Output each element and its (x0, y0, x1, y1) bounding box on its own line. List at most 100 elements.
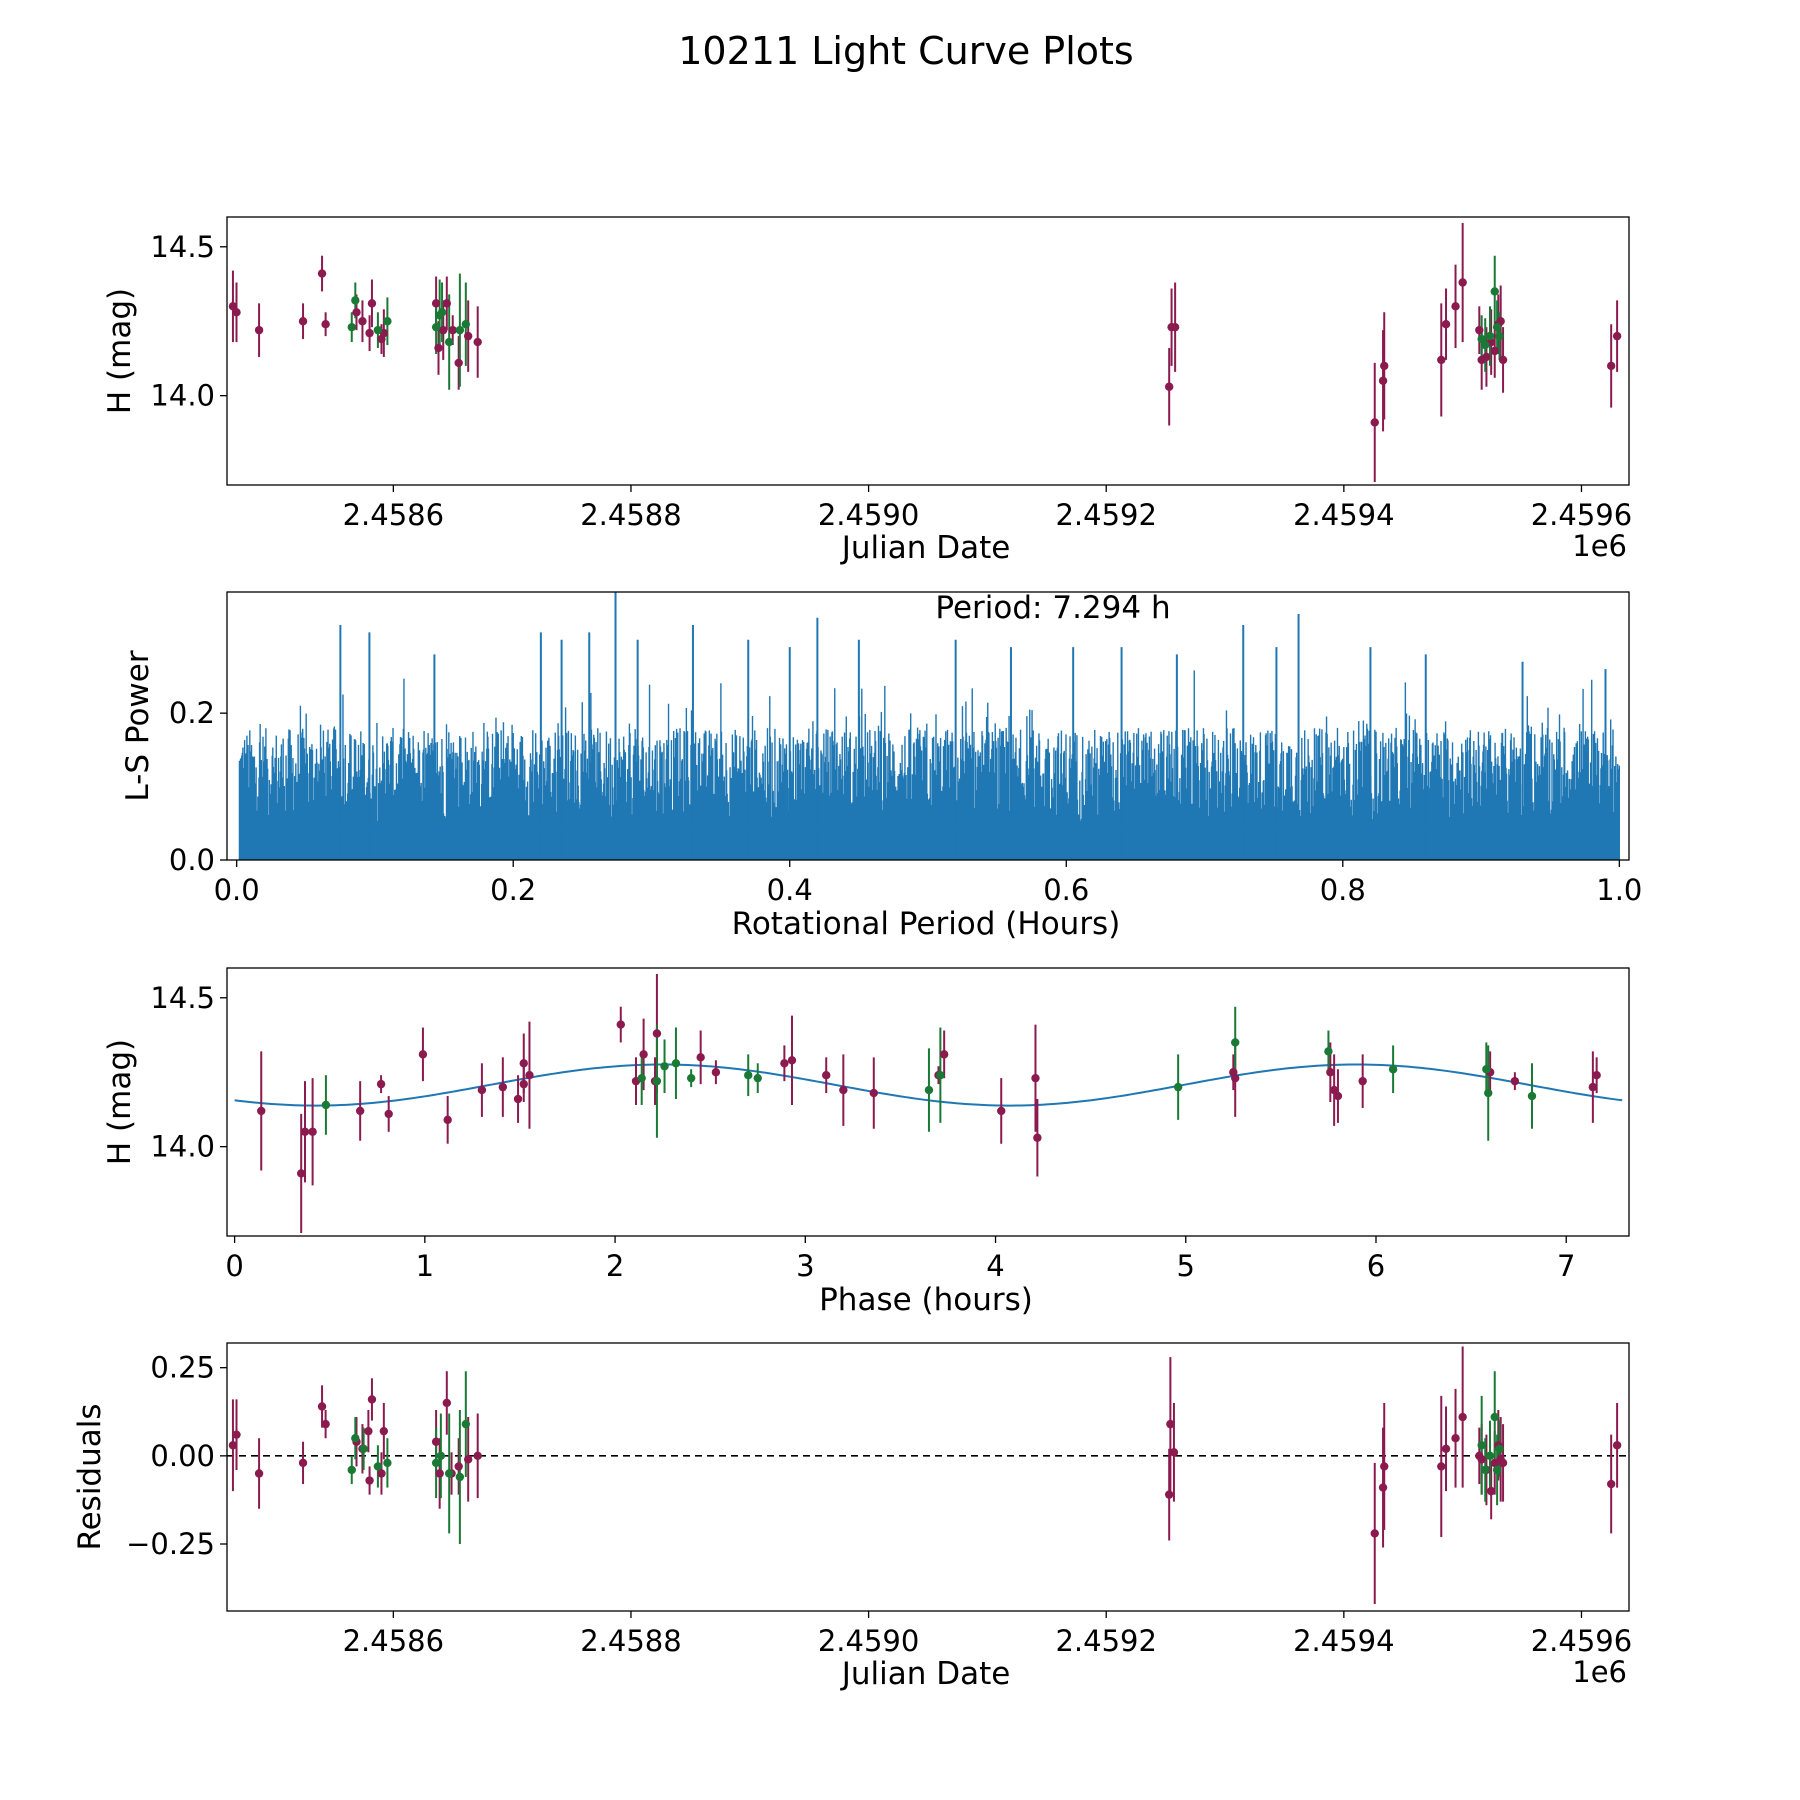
residuals-data-point (436, 1451, 446, 1461)
residuals-data-point (364, 1426, 373, 1436)
residuals-xticks: 2.4586 2.4588 2.4590 2.4592 2.4594 2.4596 (343, 1611, 1632, 1658)
phase-data-point (671, 1059, 681, 1068)
phase-xtick-label: 0 (225, 1249, 243, 1283)
phase-data-point (1484, 1088, 1493, 1098)
periodogram-line (238, 592, 1621, 860)
residuals-data-point (1451, 1434, 1460, 1443)
residuals-data-point (228, 1441, 238, 1450)
residuals-xtick-label: 2.4592 (1055, 1624, 1156, 1658)
lightcurve-data-point (352, 308, 361, 317)
phase-data-point (822, 1071, 831, 1080)
phase-xtick-label: 3 (796, 1249, 814, 1283)
phase-data-point (384, 1109, 393, 1119)
phase-xtick-label: 7 (1557, 1249, 1575, 1283)
phase-data-point (443, 1115, 452, 1125)
residuals-ylabel: Residuals (72, 1403, 108, 1550)
residuals-data-point (383, 1458, 392, 1468)
phase-data-point (1173, 1082, 1183, 1092)
phase-data-point (616, 1020, 625, 1029)
residuals-data-point (1458, 1412, 1467, 1422)
lightcurve-data-point (383, 317, 392, 326)
phase-data-point (1231, 1038, 1240, 1047)
phase-data-point (780, 1059, 789, 1068)
phase-data-point (696, 1053, 705, 1062)
residuals-data-point (1477, 1441, 1486, 1450)
lightcurve-xtick-label: 2.4586 (343, 498, 444, 532)
residuals-data-point (347, 1465, 356, 1475)
lightcurve-data-point (321, 320, 330, 329)
residuals-data-point (1606, 1479, 1616, 1489)
lightcurve-data-point (1475, 325, 1484, 335)
phase-data-point (924, 1085, 934, 1095)
residuals-data-point (461, 1419, 471, 1429)
periodogram-ytick-label: 0.0 (169, 843, 215, 877)
residuals-data-point (1485, 1451, 1495, 1461)
lightcurve-data-point (437, 308, 447, 317)
phase-data-point (257, 1106, 266, 1116)
phase-data-point (686, 1073, 696, 1083)
residuals-data-point (454, 1462, 463, 1471)
residuals-data-point (1441, 1444, 1451, 1453)
lightcurve-data-point (1370, 418, 1379, 427)
residuals-data-point (373, 1462, 383, 1471)
phase-data-point (300, 1127, 310, 1136)
periodogram-annotation: Period: 7.294 h (935, 590, 1170, 626)
residuals-data-point (321, 1419, 330, 1429)
lightcurve-data-point (431, 299, 441, 308)
lightcurve-panel: 2.4586 2.4588 2.4590 2.4592 2.4594 2.4596 14.… (102, 216, 1632, 566)
residuals-data-point (1164, 1490, 1174, 1499)
residuals-data-point (431, 1437, 441, 1446)
residuals-ytick-label: 0.25 (150, 1351, 215, 1385)
residuals-data-point (1495, 1444, 1504, 1453)
phase-yticks: 14.0 14.5 (150, 981, 227, 1164)
residuals-data-point (1166, 1419, 1175, 1429)
lightcurve-data-point (455, 325, 465, 335)
lightcurve-data-point (473, 337, 482, 347)
phase-data-point (1326, 1068, 1335, 1077)
lightcurve-data-point (1441, 320, 1451, 329)
phase-data-point (1388, 1065, 1398, 1074)
lightcurve-data-point (448, 325, 457, 335)
phase-data-point (376, 1079, 386, 1089)
lightcurve-frame (226, 216, 1630, 486)
phase-ytick-label: 14.5 (150, 981, 215, 1015)
phase-data-point (1588, 1082, 1598, 1092)
phase-ytick-label: 14.0 (150, 1130, 215, 1164)
phase-data-point (711, 1068, 721, 1077)
phase-data-point (652, 1076, 662, 1086)
lightcurve-data-point (298, 317, 308, 326)
phase-data-point (1031, 1073, 1040, 1083)
periodogram-xticks: 0.0 0.2 0.4 0.6 0.8 1.0 (214, 860, 1642, 907)
lightcurve-data-point (1451, 302, 1460, 311)
residuals-data-point (1477, 1455, 1486, 1464)
periodogram-ylabel: L-S Power (120, 650, 156, 801)
lightcurve-data-point (1490, 346, 1499, 356)
residuals-frame (226, 1342, 1630, 1612)
residuals-data-point (431, 1458, 441, 1468)
phase-data-point (744, 1071, 753, 1080)
lightcurve-data-point (1437, 355, 1446, 365)
phase-data-point (1482, 1065, 1491, 1074)
phase-data-point (997, 1106, 1006, 1116)
residuals-yticks: −0.25 0.00 0.25 (126, 1351, 227, 1561)
lightcurve-data-point (317, 269, 327, 278)
lightcurve-data-point (1495, 331, 1504, 341)
phase-points (257, 1020, 1601, 1178)
figure-title: 10211 Light Curve Plots (678, 29, 1133, 73)
lightcurve-data-point (1612, 331, 1622, 341)
phase-data-point (513, 1094, 523, 1104)
lightcurve-data-point (373, 325, 383, 335)
phase-xlabel: Phase (hours) (819, 1282, 1033, 1318)
lightcurve-data-point (1606, 361, 1616, 371)
phase-data-point (939, 1050, 949, 1059)
lightcurve-xtick-label: 2.4590 (818, 498, 919, 532)
phase-data-point (1329, 1085, 1339, 1095)
phase-xtick-label: 2 (606, 1249, 624, 1283)
lightcurve-data-point (1380, 361, 1389, 371)
phase-data-point (1333, 1091, 1343, 1101)
phase-data-point (652, 1029, 662, 1038)
lightcurve-data-point (232, 308, 241, 317)
lightcurve-data-point (1170, 322, 1180, 332)
